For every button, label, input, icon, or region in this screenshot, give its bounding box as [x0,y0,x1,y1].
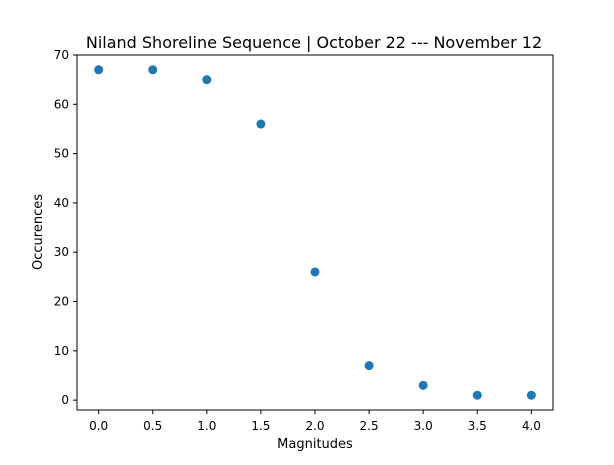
x-tick-label: 4.0 [522,419,541,433]
y-tick-label: 0 [61,393,69,407]
x-axis-label: Magnitudes [277,437,353,452]
data-point [418,380,428,390]
data-point [94,65,104,75]
plot-area-frame [76,54,554,411]
y-tick-label: 20 [54,295,69,309]
x-tick-label: 3.0 [414,419,433,433]
y-axis-label: Occurences [31,194,46,270]
data-point [526,390,536,400]
x-tick-label: 3.5 [468,419,487,433]
x-tick-label: 0.0 [89,419,108,433]
y-axis-ticks: 0 10 20 30 40 50 60 70 [54,48,77,407]
data-point [310,267,320,277]
y-tick-label: 60 [54,97,69,111]
x-tick-label: 1.0 [197,419,216,433]
y-tick-label: 40 [54,196,69,210]
data-point [256,119,266,129]
chart-title: Niland Shoreline Sequence | October 22 -… [86,33,542,52]
x-tick-label: 0.5 [143,419,162,433]
x-tick-label: 2.5 [360,419,379,433]
y-tick-label: 50 [54,147,69,161]
x-tick-label: 1.5 [251,419,270,433]
data-point [202,75,212,85]
y-tick-label: 10 [54,344,69,358]
data-points [94,65,536,400]
x-axis-ticks: 0.0 0.5 1.0 1.5 2.0 2.5 3.0 3.5 4.0 [89,410,541,433]
y-tick-label: 30 [54,245,69,259]
y-tick-label: 70 [54,48,69,62]
data-point [472,390,482,400]
data-point [364,361,374,371]
data-point [148,65,158,75]
x-tick-label: 2.0 [305,419,324,433]
